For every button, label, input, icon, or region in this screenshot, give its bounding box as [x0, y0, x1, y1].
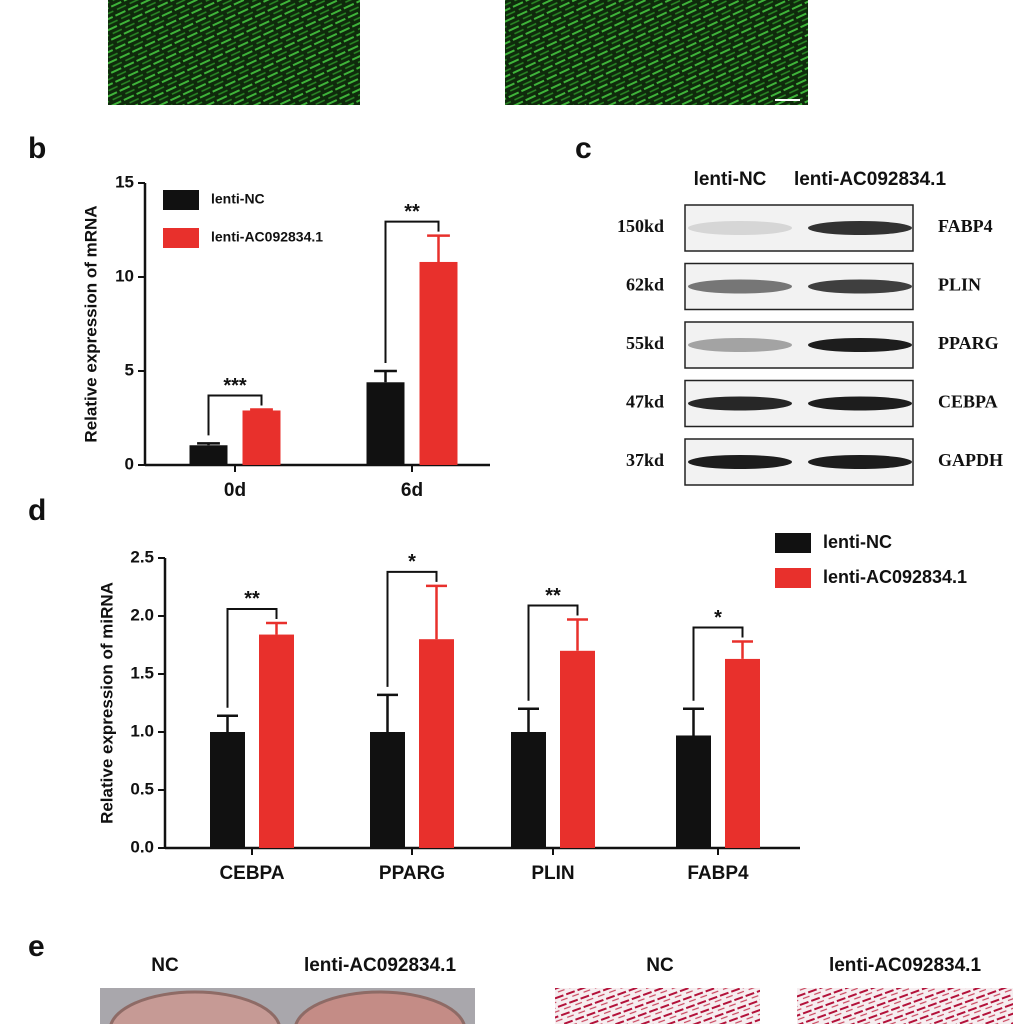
- bar: [676, 735, 711, 848]
- blot-size: 47kd: [626, 392, 664, 412]
- staining-label: NC: [646, 955, 674, 976]
- error-bar: [197, 442, 220, 446]
- significance-bracket: [527, 604, 579, 701]
- panel-label: c: [575, 132, 592, 165]
- significance-bracket: [226, 607, 278, 708]
- panel-label: e: [28, 930, 45, 963]
- blot-protein: CEBPA: [938, 392, 998, 412]
- dish: [109, 990, 281, 1024]
- legend-label: lenti-NC: [823, 532, 892, 552]
- y-tick-label: 0.0: [130, 837, 154, 856]
- bar: [419, 261, 458, 465]
- blot-protein: FABP4: [938, 216, 993, 236]
- blot-band: [688, 338, 792, 352]
- x-tick-label: CEBPA: [219, 863, 284, 884]
- bar: [560, 650, 595, 848]
- panel-label: d: [28, 494, 46, 527]
- blot-column: lenti-NC: [694, 169, 767, 190]
- blot-band: [688, 279, 792, 294]
- legend-swatch: [163, 228, 199, 248]
- x-tick-label: FABP4: [687, 863, 749, 884]
- oil-red-image: [797, 988, 1013, 1024]
- dish: [294, 990, 466, 1024]
- error-bar: [518, 707, 539, 732]
- blot-protein: GAPDH: [938, 450, 1003, 470]
- significance-bracket: [384, 220, 440, 363]
- x-tick-label: 6d: [401, 480, 423, 501]
- y-tick-label: 2.0: [130, 605, 154, 624]
- blot-band: [808, 455, 912, 469]
- significance-label: **: [545, 585, 561, 607]
- blot-band: [808, 338, 912, 352]
- legend-label: lenti-AC092834.1: [823, 567, 967, 587]
- blot-protein: PLIN: [938, 275, 981, 295]
- significance-label: *: [714, 607, 722, 629]
- staining-label: lenti-AC092834.1: [829, 955, 982, 976]
- significance-label: ***: [223, 375, 247, 397]
- error-bar: [250, 408, 273, 411]
- y-tick-label: 5: [125, 360, 134, 379]
- blot-protein: PPARG: [938, 333, 999, 353]
- y-tick-label: 1.5: [130, 663, 154, 682]
- error-bar: [217, 714, 238, 732]
- bar: [725, 658, 760, 848]
- error-bar: [427, 234, 450, 262]
- blot-size: 62kd: [626, 275, 664, 295]
- error-bar: [683, 707, 704, 736]
- error-bar: [266, 621, 287, 635]
- significance-bracket: [207, 394, 263, 436]
- blot-size: 55kd: [626, 333, 664, 353]
- y-tick-label: 1.0: [130, 721, 154, 740]
- legend-label: lenti-AC092834.1: [211, 229, 323, 245]
- panel-label: b: [28, 132, 46, 165]
- y-axis-label: Relative expression of mRNA: [81, 205, 100, 442]
- blot-band: [808, 279, 912, 294]
- bar: [242, 410, 281, 465]
- blot-band: [688, 455, 792, 469]
- blot-column: lenti-AC092834.1: [794, 169, 947, 190]
- bar: [419, 639, 454, 848]
- legend-swatch: [775, 568, 811, 588]
- significance-bracket: [692, 626, 744, 701]
- y-tick-label: 0: [125, 454, 134, 473]
- legend-swatch: [163, 190, 199, 210]
- significance-bracket: [386, 570, 438, 687]
- blot-band: [688, 396, 792, 411]
- error-bar: [377, 693, 398, 732]
- y-tick-label: 15: [115, 172, 134, 191]
- significance-label: *: [408, 551, 416, 573]
- error-bar: [567, 618, 588, 651]
- bar: [259, 634, 294, 848]
- blot-band: [688, 221, 792, 235]
- micrograph: [505, 0, 808, 105]
- legend-label: lenti-NC: [211, 191, 265, 207]
- significance-label: **: [404, 201, 420, 223]
- blot-size: 150kd: [617, 216, 664, 236]
- blot-band: [808, 396, 912, 411]
- y-tick-label: 2.5: [130, 547, 154, 566]
- y-tick-label: 0.5: [130, 779, 154, 798]
- x-tick-label: PPARG: [379, 863, 445, 884]
- error-bar: [426, 584, 447, 640]
- legend-swatch: [775, 533, 811, 553]
- bar: [511, 732, 546, 848]
- bar: [189, 445, 228, 465]
- bar: [366, 382, 405, 465]
- error-bar: [374, 369, 397, 383]
- bar: [370, 732, 405, 848]
- staining-label: NC: [151, 955, 179, 976]
- bar: [210, 732, 245, 848]
- staining-label: lenti-AC092834.1: [304, 955, 457, 976]
- y-axis-label: Relative expression of miRNA: [97, 582, 116, 824]
- blot-band: [808, 221, 912, 235]
- oil-red-image: [555, 988, 760, 1024]
- x-tick-label: 0d: [224, 480, 246, 501]
- significance-label: **: [244, 588, 260, 610]
- micrograph: [108, 0, 360, 105]
- error-bar: [732, 640, 753, 659]
- x-tick-label: PLIN: [531, 863, 574, 884]
- y-tick-label: 10: [115, 266, 134, 285]
- blot-size: 37kd: [626, 450, 664, 470]
